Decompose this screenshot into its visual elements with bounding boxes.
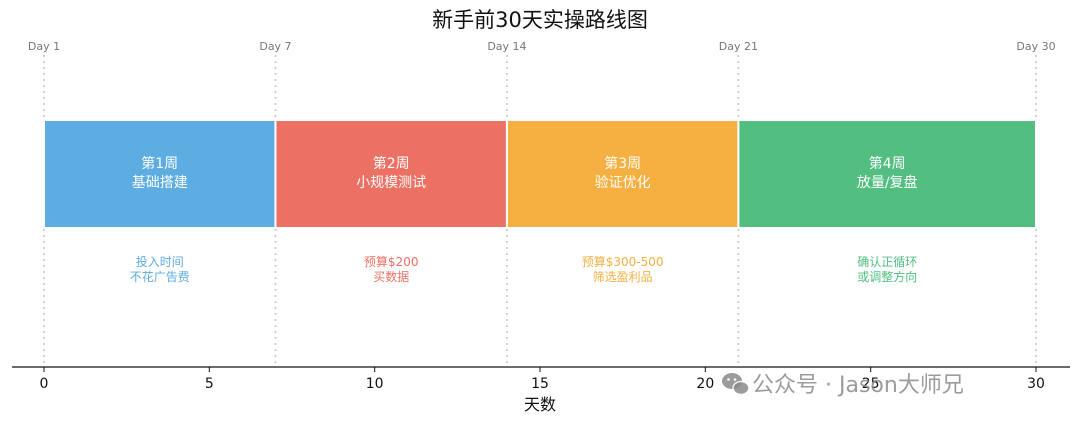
phase-note: 不花广告费 xyxy=(130,269,190,284)
phase-bar xyxy=(274,119,508,229)
phase-label: 第4周 xyxy=(869,155,906,172)
day-marker-label: Day 1 xyxy=(28,40,60,53)
x-tick-label: 0 xyxy=(40,376,49,392)
phase-note: 筛选盈利品 xyxy=(593,269,653,284)
day-marker-label: Day 14 xyxy=(487,40,526,53)
phase-label: 第1周 xyxy=(141,155,178,172)
x-tick-label: 5 xyxy=(205,376,214,392)
watermark: 公众号 · Jason大师兄 xyxy=(722,373,964,398)
phase-note: 确认正循环 xyxy=(857,255,917,269)
x-tick-label: 20 xyxy=(696,376,714,392)
phase-note: 预算$300-500 xyxy=(582,254,664,269)
phase-note: 投入时间 xyxy=(136,254,184,269)
x-axis-label: 天数 xyxy=(524,395,556,414)
phase-bar xyxy=(505,119,740,229)
phase-note: 预算$200 xyxy=(364,254,419,269)
x-tick-label: 15 xyxy=(531,376,549,392)
chart-title: 新手前30天实操路线图 xyxy=(432,8,648,32)
phase-note: 买数据 xyxy=(373,269,409,284)
phase-note: 或调整方向 xyxy=(857,269,917,284)
x-axis-ticks: 0 5 10 15 20 25 30 xyxy=(40,367,1045,392)
phase-label: 放量/复盘 xyxy=(857,174,918,191)
day-marker-label: Day 21 xyxy=(719,40,758,53)
phase-label: 第2周 xyxy=(373,155,410,172)
x-tick-label: 30 xyxy=(1027,376,1045,392)
watermark-text: 公众号 · Jason大师兄 xyxy=(752,373,964,398)
phase-label: 小规模测试 xyxy=(356,175,426,191)
wechat-icon xyxy=(722,373,750,396)
x-tick-label: 25 xyxy=(862,376,880,392)
phase-label: 第3周 xyxy=(604,155,641,172)
day-marker-label: Day 30 xyxy=(1016,40,1055,53)
phase-label: 验证优化 xyxy=(595,175,651,191)
x-tick-label: 10 xyxy=(366,376,384,392)
day-marker-label: Day 7 xyxy=(259,40,291,53)
phase-bar xyxy=(43,119,277,229)
phase-label: 基础搭建 xyxy=(132,174,188,191)
phase-bar xyxy=(737,119,1038,229)
